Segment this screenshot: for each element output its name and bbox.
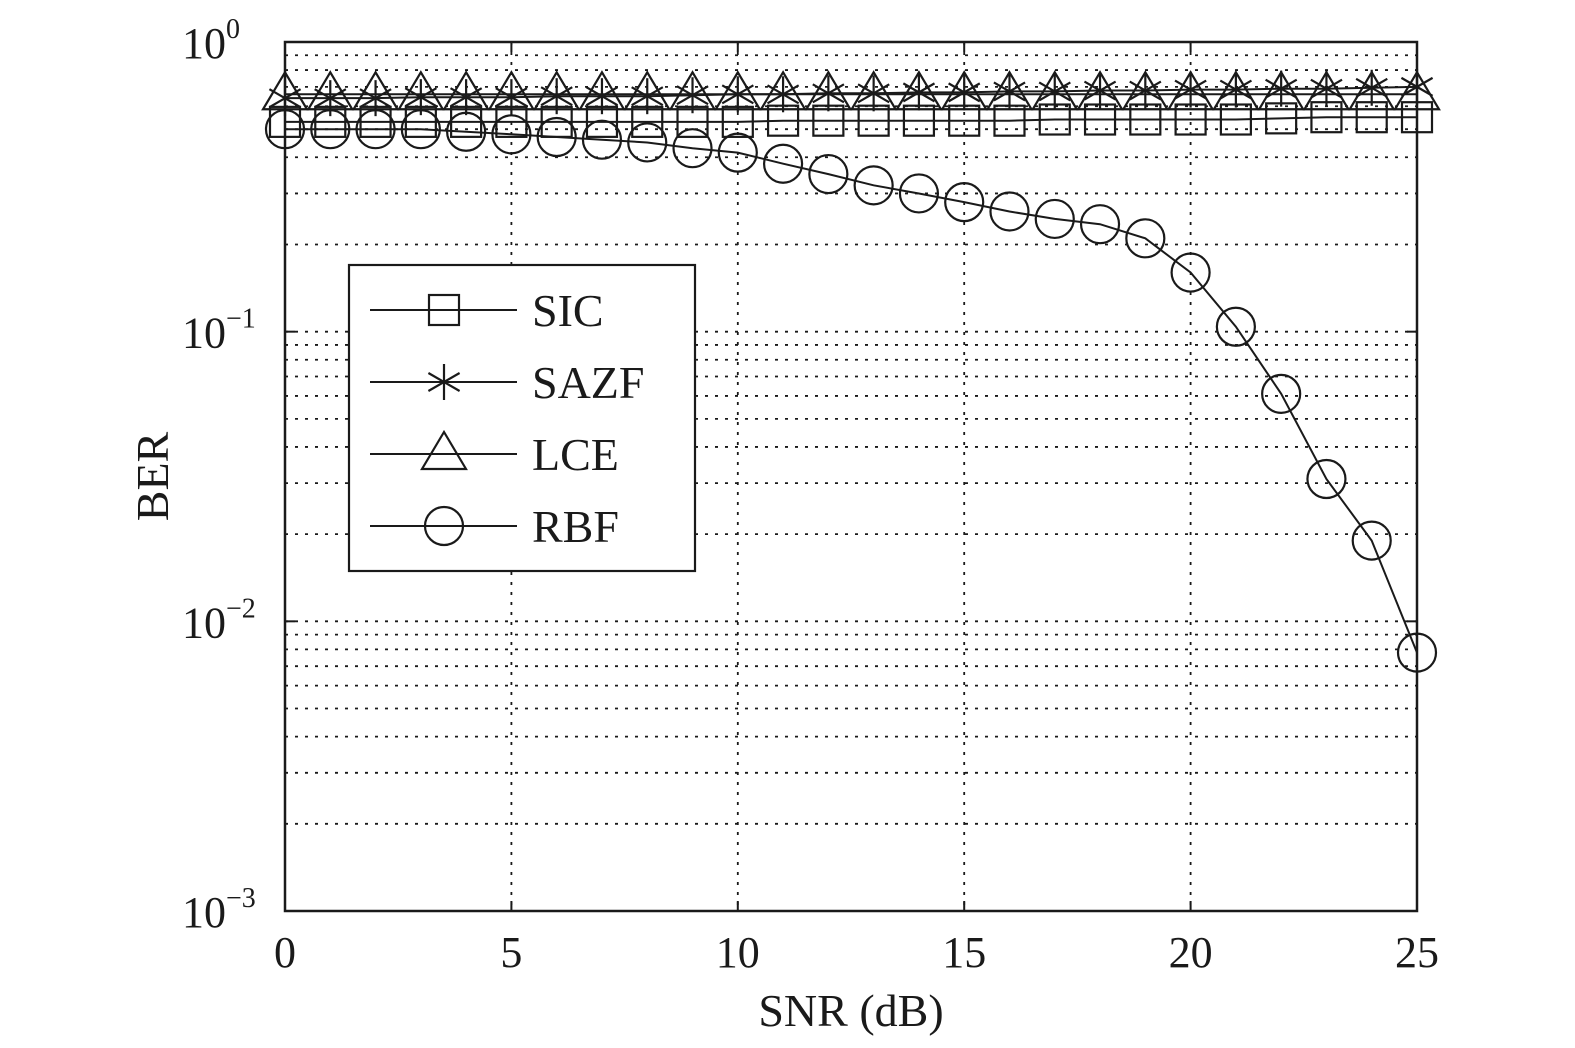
- data-point-sazf-18: [1083, 72, 1117, 109]
- data-point-rbf-24: [1351, 520, 1392, 561]
- y-tick-labels: 100 10−1 10−2 10−3: [182, 14, 1417, 937]
- data-point-lce-18: [1076, 70, 1124, 111]
- data-point-sazf-20: [1174, 71, 1207, 108]
- legend-marker-rbf: [423, 505, 465, 547]
- legend-marker-sic: [427, 293, 461, 327]
- legend-item-sic: SIC: [370, 285, 604, 336]
- data-point-sazf-22: [1265, 70, 1298, 107]
- data-point-rbf-5: [491, 114, 532, 155]
- data-point-rbf-12: [808, 153, 849, 195]
- data-point-rbf-9: [672, 128, 713, 169]
- x-tick-label: 10: [716, 928, 760, 977]
- series-markers-lce: [261, 70, 1441, 111]
- data-point-sazf-15: [948, 74, 981, 111]
- legend-label-rbf: RBF: [532, 501, 619, 552]
- data-point-rbf-20: [1170, 252, 1211, 293]
- plot-frame: [283, 40, 1419, 913]
- data-point-rbf-2: [355, 109, 396, 150]
- y-tick-label: 10−3: [182, 883, 256, 937]
- data-point-lce-8: [623, 70, 672, 111]
- x-tick-label: 5: [500, 928, 522, 977]
- data-point-rbf-10: [717, 132, 758, 173]
- data-point-lce-11: [759, 70, 808, 111]
- data-point-rbf-23: [1306, 458, 1347, 500]
- data-point-sazf-16: [993, 73, 1026, 110]
- x-tick-labels: 0 5 10 15 20 25: [274, 42, 1439, 977]
- x-axis-label: SNR (dB): [758, 985, 943, 1036]
- data-point-rbf-6: [536, 116, 577, 158]
- legend-item-rbf: RBF: [370, 501, 619, 552]
- data-point-lce-4: [442, 70, 491, 111]
- data-point-sazf-12: [812, 75, 845, 112]
- legend-item-sazf: SAZF: [370, 357, 644, 408]
- data-point-sazf-13: [857, 75, 890, 112]
- series-line-rbf: [285, 128, 1418, 653]
- legend-label-sic: SIC: [532, 285, 604, 336]
- data-point-lce-12: [804, 70, 853, 111]
- data-point-lce-23: [1302, 70, 1351, 111]
- data-point-lce-16: [985, 70, 1034, 111]
- legend-label-lce: LCE: [532, 429, 619, 480]
- y-tick-label: 10−1: [182, 304, 256, 358]
- data-point-sazf-19: [1129, 72, 1162, 109]
- legend-marker-lce: [420, 429, 468, 471]
- legend: SIC SAZF LCE RBF: [347, 263, 697, 573]
- data-point-lce-15: [940, 70, 989, 111]
- data-point-rbf-13: [853, 165, 894, 206]
- data-point-rbf-1: [310, 109, 351, 150]
- data-point-sazf-24: [1355, 69, 1388, 106]
- data-point-rbf-21: [1215, 306, 1256, 347]
- data-point-rbf-7: [581, 119, 623, 160]
- legend-box: [347, 263, 697, 573]
- legend-marker-sazf: [427, 364, 461, 400]
- data-point-sazf-14: [902, 74, 936, 111]
- data-point-lce-21: [1211, 70, 1260, 111]
- data-point-lce-13: [849, 70, 898, 111]
- data-point-lce-7: [578, 70, 626, 111]
- series-lines: [285, 85, 1418, 653]
- data-point-lce-6: [532, 70, 581, 111]
- y-tick-label: 100: [182, 14, 240, 68]
- data-point-rbf-3: [400, 109, 441, 150]
- data-point-lce-14: [894, 70, 943, 111]
- x-tick-label: 15: [942, 928, 986, 977]
- y-axis-label: BER: [127, 431, 178, 521]
- data-point-rbf-18: [1079, 204, 1121, 245]
- x-tick-label: 25: [1395, 928, 1439, 977]
- y-tick-label: 10−2: [182, 593, 256, 647]
- data-point-rbf-19: [1125, 218, 1166, 259]
- data-point-rbf-11: [762, 143, 804, 184]
- data-point-lce-5: [487, 70, 536, 111]
- data-point-lce-22: [1257, 70, 1306, 111]
- data-point-rbf-16: [989, 191, 1030, 232]
- data-point-sazf-23: [1310, 70, 1343, 107]
- legend-item-lce: LCE: [370, 429, 619, 480]
- data-point-rbf-4: [446, 111, 487, 152]
- series-markers: [261, 68, 1441, 673]
- data-point-lce-24: [1347, 70, 1396, 111]
- data-point-lce-10: [713, 70, 762, 111]
- x-tick-label: 0: [274, 928, 296, 977]
- data-point-lce-20: [1166, 70, 1215, 111]
- data-point-lce-19: [1121, 70, 1170, 111]
- data-point-rbf-8: [627, 122, 668, 163]
- series-line-sic: [285, 116, 1417, 123]
- legend-label-sazf: SAZF: [532, 357, 644, 408]
- data-point-rbf-22: [1261, 373, 1302, 414]
- data-point-rbf-14: [898, 173, 940, 214]
- data-point-sazf-21: [1219, 71, 1253, 108]
- data-point-sazf-17: [1038, 73, 1071, 110]
- x-tick-label: 20: [1169, 928, 1213, 977]
- data-point-lce-9: [668, 70, 717, 111]
- data-point-rbf-17: [1034, 198, 1075, 240]
- data-point-lce-17: [1030, 70, 1079, 111]
- data-point-rbf-15: [944, 182, 985, 223]
